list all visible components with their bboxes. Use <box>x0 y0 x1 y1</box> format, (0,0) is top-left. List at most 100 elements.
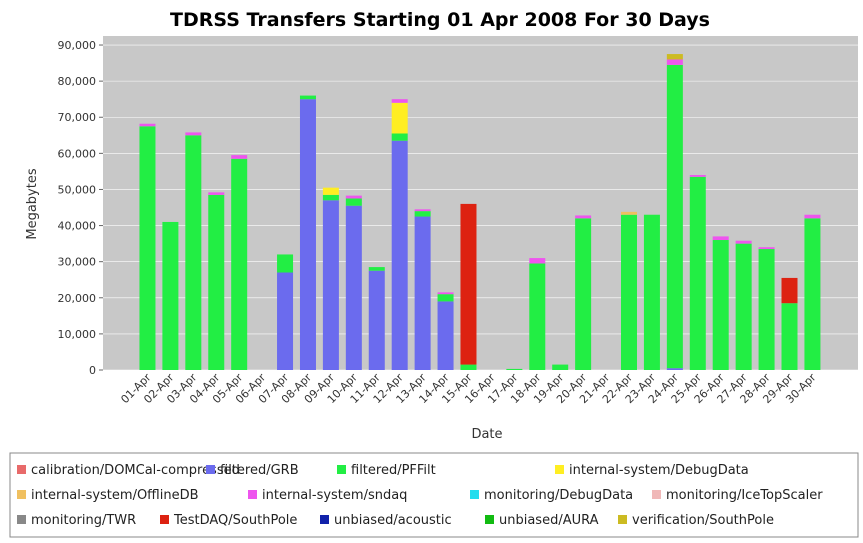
y-tick-label: 90,000 <box>58 39 97 52</box>
bar-segment <box>322 187 339 195</box>
bar-segment <box>231 158 248 370</box>
x-axis-label: Date <box>471 427 502 442</box>
bar-segment <box>208 192 225 195</box>
legend-label: internal-system/DebugData <box>569 463 749 478</box>
bar-segment <box>620 211 637 215</box>
bar-segment <box>368 270 385 370</box>
bar-segment <box>529 263 546 370</box>
legend-swatch <box>17 465 26 474</box>
legend-swatch <box>470 490 479 499</box>
y-tick-label: 50,000 <box>58 183 97 196</box>
bar-segment <box>735 240 752 244</box>
bar-segment <box>804 218 821 370</box>
bar-segment <box>437 301 454 370</box>
legend-swatch <box>555 465 564 474</box>
bar-segment <box>643 214 660 370</box>
bar-segment <box>185 132 202 136</box>
legend-label: unbiased/acoustic <box>334 513 452 528</box>
y-tick-label: 0 <box>89 364 96 377</box>
bar-segment <box>277 272 294 370</box>
y-tick-label: 10,000 <box>58 328 97 341</box>
legend-swatch <box>618 515 627 524</box>
bar-segment <box>391 133 408 141</box>
bar-segment <box>758 249 775 370</box>
bar-segment <box>666 368 683 370</box>
legend-label: TestDAQ/SouthPole <box>173 513 297 528</box>
bar-segment <box>139 123 156 127</box>
bar-segment <box>345 205 362 370</box>
bar-segment <box>460 203 477 365</box>
legend-swatch <box>320 515 329 524</box>
bar-segment <box>185 135 202 370</box>
legend-swatch <box>337 465 346 474</box>
bar-segment <box>391 140 408 370</box>
legend <box>9 452 859 538</box>
bar-segment <box>414 216 431 370</box>
bar-segment <box>529 258 546 264</box>
bar-segment <box>299 95 316 100</box>
bar-segment <box>368 267 385 271</box>
bar-segment <box>322 194 339 201</box>
bar-segment <box>712 240 729 370</box>
legend-label: unbiased/AURA <box>499 513 599 528</box>
bar-segment <box>552 364 569 370</box>
bar-segment <box>689 175 706 177</box>
bar-segment <box>277 254 294 273</box>
bar-segment <box>575 218 592 370</box>
legend-label: internal-system/sndaq <box>262 488 407 503</box>
legend-label: filtered/GRB <box>220 463 299 478</box>
bar-segment <box>781 277 798 304</box>
bar-segment <box>208 194 225 370</box>
bar-segment <box>414 211 431 217</box>
bar-segment <box>620 214 637 370</box>
bar-segment <box>666 59 683 65</box>
bar-segment <box>735 243 752 370</box>
bar-segment <box>345 195 362 199</box>
y-tick-label: 30,000 <box>58 256 97 269</box>
bar-segment <box>345 198 362 206</box>
legend-label: monitoring/IceTopScaler <box>666 488 823 503</box>
bar-segment <box>689 176 706 370</box>
bar-segment <box>437 292 454 295</box>
legend-swatch <box>248 490 257 499</box>
bar-segment <box>804 214 821 219</box>
legend-label: calibration/DOMCal-compressed <box>31 463 240 478</box>
legend-swatch <box>17 515 26 524</box>
bar-segment <box>758 247 775 250</box>
y-tick-label: 80,000 <box>58 75 97 88</box>
y-tick-label: 60,000 <box>58 147 97 160</box>
legend-swatch <box>17 490 26 499</box>
legend-label: filtered/PFFilt <box>351 463 436 478</box>
bar-segment <box>322 200 339 370</box>
legend-label: internal-system/OfflineDB <box>31 488 199 503</box>
bar-segment <box>139 126 156 371</box>
legend-swatch <box>485 515 494 524</box>
legend-swatch <box>206 465 215 474</box>
y-axis-label: Megabytes <box>25 168 40 239</box>
bar-segment <box>162 221 179 370</box>
plot-area <box>103 36 858 370</box>
y-tick-label: 40,000 <box>58 220 97 233</box>
bar-segment <box>391 102 408 134</box>
y-tick-label: 70,000 <box>58 111 97 124</box>
bar-segment <box>575 215 592 219</box>
bar-segment <box>506 368 523 370</box>
legend-swatch <box>652 490 661 499</box>
legend-label: verification/SouthPole <box>632 513 774 528</box>
legend-swatch <box>160 515 169 524</box>
bar-segment <box>437 294 454 302</box>
chart-title: TDRSS Transfers Starting 01 Apr 2008 For… <box>170 9 710 31</box>
bar-segment <box>712 236 729 241</box>
legend-label: monitoring/DebugData <box>484 488 633 503</box>
bar-segment <box>231 155 248 159</box>
bar-segment <box>666 64 683 369</box>
bar-segment <box>781 303 798 370</box>
legend-label: monitoring/TWR <box>31 513 136 528</box>
bar-segment <box>299 99 316 371</box>
bar-segment <box>460 364 477 370</box>
bar-segment <box>414 209 431 212</box>
y-tick-label: 20,000 <box>58 292 97 305</box>
bar-segment <box>666 54 683 60</box>
bar-segment <box>391 99 408 103</box>
